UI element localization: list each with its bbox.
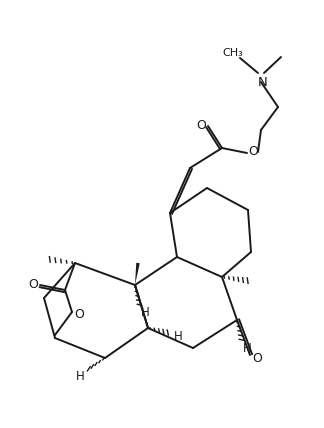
Text: O: O [196,119,206,131]
Text: N: N [258,75,268,89]
Text: O: O [248,145,258,158]
Polygon shape [135,263,140,285]
Text: O: O [252,351,262,365]
Text: H: H [141,306,149,319]
Text: H: H [75,369,84,383]
Text: CH₃: CH₃ [223,48,243,58]
Text: O: O [74,307,84,321]
Text: O: O [28,277,38,291]
Text: H: H [174,330,182,342]
Text: H: H [243,342,251,354]
